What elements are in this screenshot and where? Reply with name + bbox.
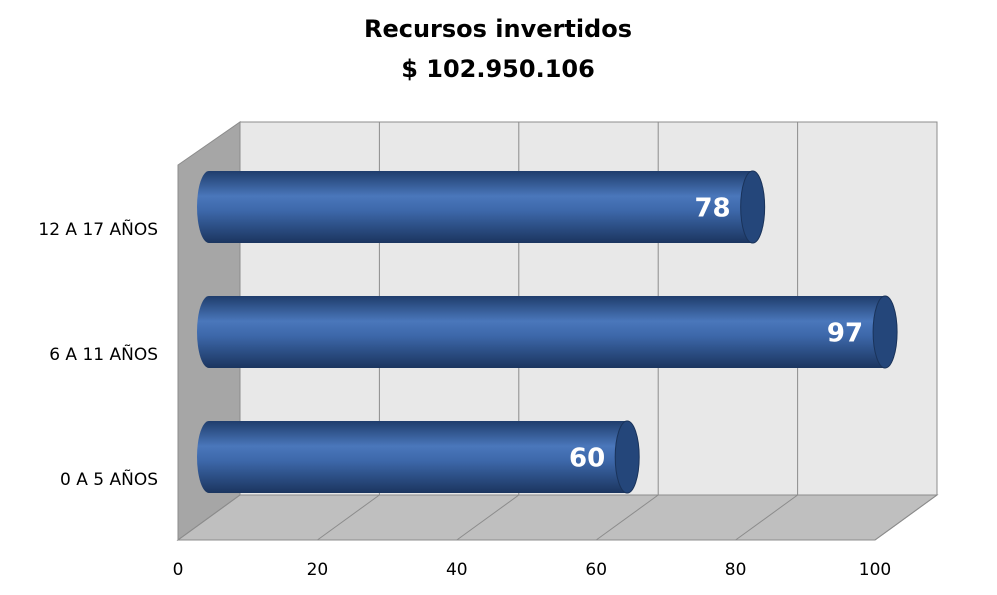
bar: [209, 296, 886, 368]
bar-cap: [740, 170, 766, 244]
bar: [209, 421, 628, 493]
floor-grid-line: [317, 494, 380, 541]
y-tick-label: 12 A 17 AÑOS: [38, 218, 158, 240]
x-tick-label: 40: [446, 560, 468, 580]
bar-cap: [872, 295, 898, 369]
floor-grid-line: [177, 494, 241, 541]
y-tick-label: 0 A 5 AÑOS: [60, 468, 158, 490]
floor: [176, 494, 939, 541]
bar-cap: [614, 420, 640, 494]
chart-subtitle: $ 102.950.106: [401, 55, 595, 83]
floor-grid-line: [735, 494, 798, 541]
bar: [209, 171, 753, 243]
x-tick-label: 60: [585, 560, 607, 580]
x-tick-label: 80: [725, 560, 747, 580]
chart-title: Recursos invertidos: [364, 15, 632, 43]
x-tick-label: 0: [173, 560, 184, 580]
floor-grid-line: [874, 494, 938, 541]
value-label: 60: [569, 444, 605, 474]
x-tick-label: 100: [859, 560, 891, 580]
value-label: 97: [827, 319, 863, 349]
y-tick-label: 6 A 11 AÑOS: [49, 343, 158, 365]
value-label: 78: [694, 194, 730, 224]
floor-grid-line: [456, 494, 520, 541]
x-tick-label: 20: [307, 560, 329, 580]
bars: 60 97 78: [197, 170, 898, 494]
floor-grid-line: [595, 494, 659, 541]
